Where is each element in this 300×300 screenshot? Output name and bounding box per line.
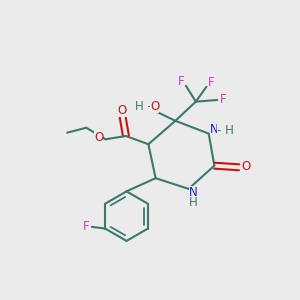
Text: O: O [94,131,104,145]
Text: - H: - H [218,124,234,137]
Text: F: F [82,220,89,233]
Text: F: F [178,75,184,88]
Text: H -: H - [135,100,152,113]
Text: N: N [210,123,219,136]
Text: O: O [242,160,251,173]
Text: F: F [208,76,215,89]
Text: O: O [117,104,127,117]
Text: N: N [189,186,198,199]
Text: F: F [220,93,226,106]
Text: H: H [189,196,198,209]
Text: O: O [150,100,159,113]
